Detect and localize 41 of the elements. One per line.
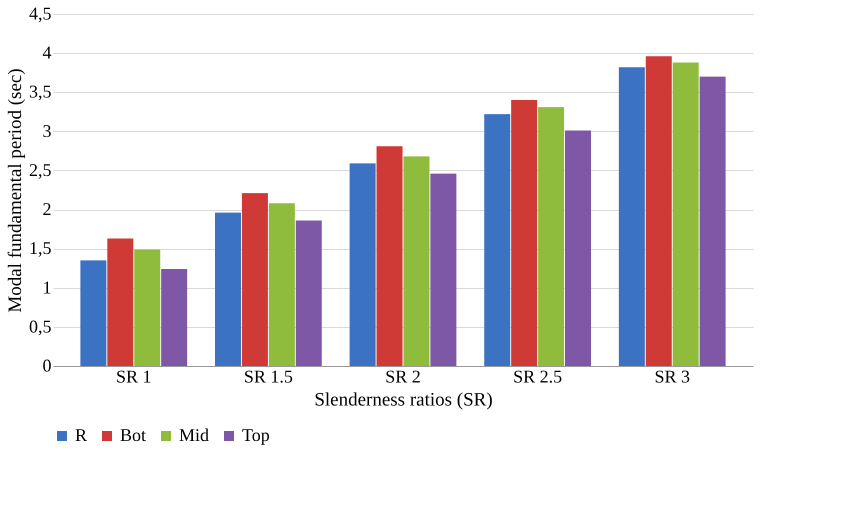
- bar: [700, 76, 726, 366]
- x-tick-label: SR 2: [385, 366, 421, 386]
- bar: [134, 249, 160, 366]
- x-tick-label: SR 1: [116, 366, 152, 386]
- bar: [161, 269, 188, 366]
- bar: [215, 212, 241, 366]
- x-axis-title: Slenderness ratios (SR): [314, 390, 493, 410]
- bar: [511, 100, 538, 366]
- bar: [376, 146, 403, 366]
- bar: [80, 260, 106, 366]
- y-tick-label: 4: [42, 42, 52, 63]
- bar: [403, 156, 430, 366]
- bar: [646, 56, 672, 366]
- y-tick-label: 4,5: [29, 4, 52, 24]
- x-tick-label: SR 2.5: [513, 366, 562, 386]
- x-tick-label: SR 3: [654, 366, 690, 386]
- legend-label: Mid: [179, 425, 210, 445]
- bar: [430, 174, 456, 366]
- bar: [484, 114, 510, 366]
- bar: [618, 67, 645, 366]
- y-tick-label: 3: [42, 120, 52, 141]
- y-tick-label: 0,5: [29, 316, 52, 336]
- bar: [538, 107, 564, 366]
- bar: [296, 220, 322, 366]
- bar: [242, 193, 268, 366]
- y-tick-label: 3,5: [29, 82, 52, 102]
- legend-label: Bot: [120, 425, 146, 445]
- y-tick-label: 2,5: [29, 160, 52, 180]
- legend-label: Top: [242, 425, 270, 445]
- legend-label: R: [75, 425, 88, 445]
- y-tick-label: 1,5: [29, 238, 52, 258]
- bar: [672, 62, 699, 366]
- y-tick-label: 1: [42, 277, 52, 298]
- x-tick-label: SR 1.5: [244, 366, 293, 386]
- bar: [565, 130, 591, 366]
- y-tick-label: 2: [42, 199, 52, 220]
- y-tick-label: 0: [42, 356, 52, 376]
- bar: [107, 238, 134, 366]
- bar: [268, 203, 295, 366]
- y-axis-title: Modal fundamental period (sec): [5, 68, 26, 313]
- bar: [350, 163, 376, 366]
